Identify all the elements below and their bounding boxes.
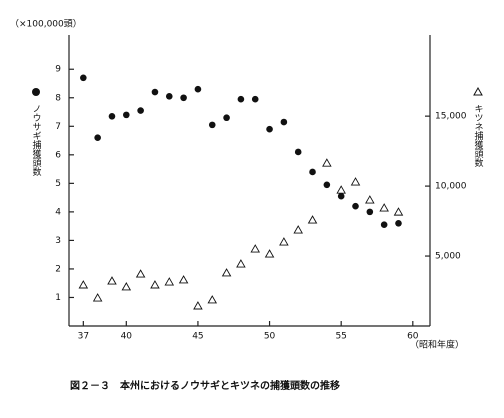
- circle-point: [380, 221, 388, 229]
- circle-point: [294, 148, 302, 156]
- unit-label: （×100,000頭）: [10, 19, 82, 30]
- y-tick-label: 2: [55, 264, 61, 274]
- circle-point: [123, 111, 130, 119]
- triangle-point: [150, 280, 160, 289]
- triangle-point: [92, 293, 103, 302]
- triangle-point: [107, 276, 117, 285]
- x-tick-label: 40: [121, 332, 133, 342]
- triangle-point: [121, 282, 132, 291]
- legend-marker: [473, 86, 483, 96]
- y-tick-label: 9: [55, 65, 61, 75]
- triangle-point: [393, 207, 404, 216]
- triangle-point: [236, 259, 246, 268]
- y-tick-label: 1: [55, 293, 61, 303]
- circle-point: [280, 118, 288, 126]
- triangle-point: [322, 158, 332, 167]
- triangle-point: [178, 275, 189, 284]
- triangle-point: [164, 277, 175, 286]
- circle-point: [337, 192, 345, 200]
- circle-point: [352, 202, 359, 210]
- triangle-point: [221, 268, 232, 277]
- triangle-point: [379, 203, 389, 212]
- circle-point: [309, 168, 316, 176]
- triangle-point: [264, 249, 275, 258]
- triangle-point: [135, 269, 146, 278]
- y-tick-label: 6: [55, 150, 61, 160]
- x-tick-label: 50: [264, 332, 276, 342]
- circle-point: [395, 219, 402, 227]
- y-axis-label: ノウサギ捕獲頭数: [31, 104, 42, 177]
- circle-point: [108, 113, 116, 120]
- circle-point: [80, 74, 87, 82]
- legend-marker: [32, 88, 40, 96]
- x-axis-label: （昭和年度）: [410, 339, 464, 351]
- circle-point: [137, 107, 144, 114]
- y-tick-label: 5: [55, 179, 61, 189]
- x-tick-label: 37: [78, 332, 89, 342]
- triangle-point: [307, 215, 318, 224]
- triangle-point: [293, 225, 303, 234]
- x-tick-label: 45: [192, 332, 203, 342]
- y2-tick-label: 5,000: [435, 252, 461, 262]
- triangle-point: [279, 237, 289, 246]
- y-tick-label: 3: [55, 236, 61, 246]
- circle-point: [223, 114, 230, 122]
- triangle-point: [350, 177, 361, 186]
- y2-axis-label: キツネ捕獲頭数: [473, 104, 484, 168]
- x-tick-label: 60: [407, 332, 419, 342]
- circle-point: [180, 94, 187, 102]
- caption: 図２－３ 本州におけるノウサギとキツネの捕獲頭数の推移: [70, 379, 340, 392]
- triangle-point: [78, 280, 89, 289]
- y2-tick-label: 10,000: [435, 182, 467, 192]
- triangle-point: [336, 185, 346, 194]
- y2-tick-label: 15,000: [435, 112, 467, 122]
- circle-point: [323, 181, 331, 189]
- circle-point: [94, 134, 101, 142]
- circle-point: [208, 121, 216, 129]
- x-tick-label: 55: [335, 332, 346, 342]
- circle-point: [366, 208, 374, 216]
- y-tick-label: 7: [55, 122, 61, 132]
- circle-point: [251, 95, 259, 103]
- circle-point: [194, 85, 202, 93]
- triangle-point: [193, 301, 203, 310]
- circle-point: [237, 95, 245, 103]
- circle-point: [165, 93, 173, 100]
- circle-point: [266, 125, 273, 133]
- triangle-point: [365, 195, 375, 204]
- y-tick-label: 4: [55, 207, 61, 217]
- y-tick-label: 8: [55, 93, 61, 103]
- triangle-point: [207, 295, 218, 304]
- triangle-point: [250, 244, 261, 253]
- circle-point: [151, 88, 159, 96]
